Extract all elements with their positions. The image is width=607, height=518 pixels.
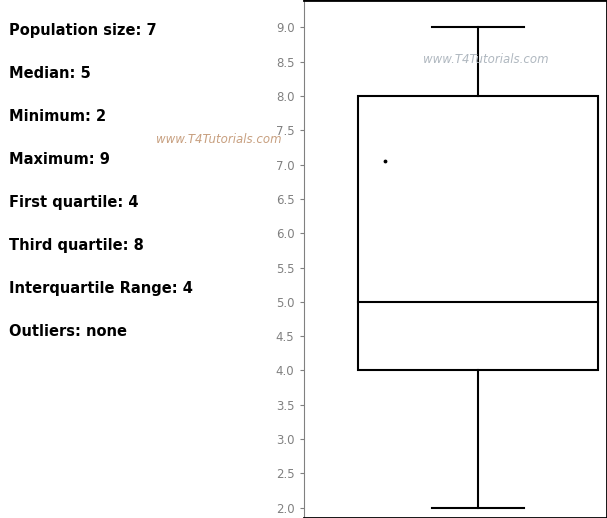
Text: www.T4Tutorials.com: www.T4Tutorials.com [156,133,281,147]
Bar [358,96,598,370]
Text: Median: 5: Median: 5 [9,66,91,81]
Text: Third quartile: 8: Third quartile: 8 [9,238,144,253]
Text: First quartile: 4: First quartile: 4 [9,195,138,210]
Text: Population size: 7: Population size: 7 [9,23,157,38]
Text: Maximum: 9: Maximum: 9 [9,152,110,167]
Text: Interquartile Range: 4: Interquartile Range: 4 [9,281,193,296]
Text: Minimum: 2: Minimum: 2 [9,109,106,124]
Text: www.T4Tutorials.com: www.T4Tutorials.com [423,53,548,66]
Text: Outliers: none: Outliers: none [9,324,127,339]
